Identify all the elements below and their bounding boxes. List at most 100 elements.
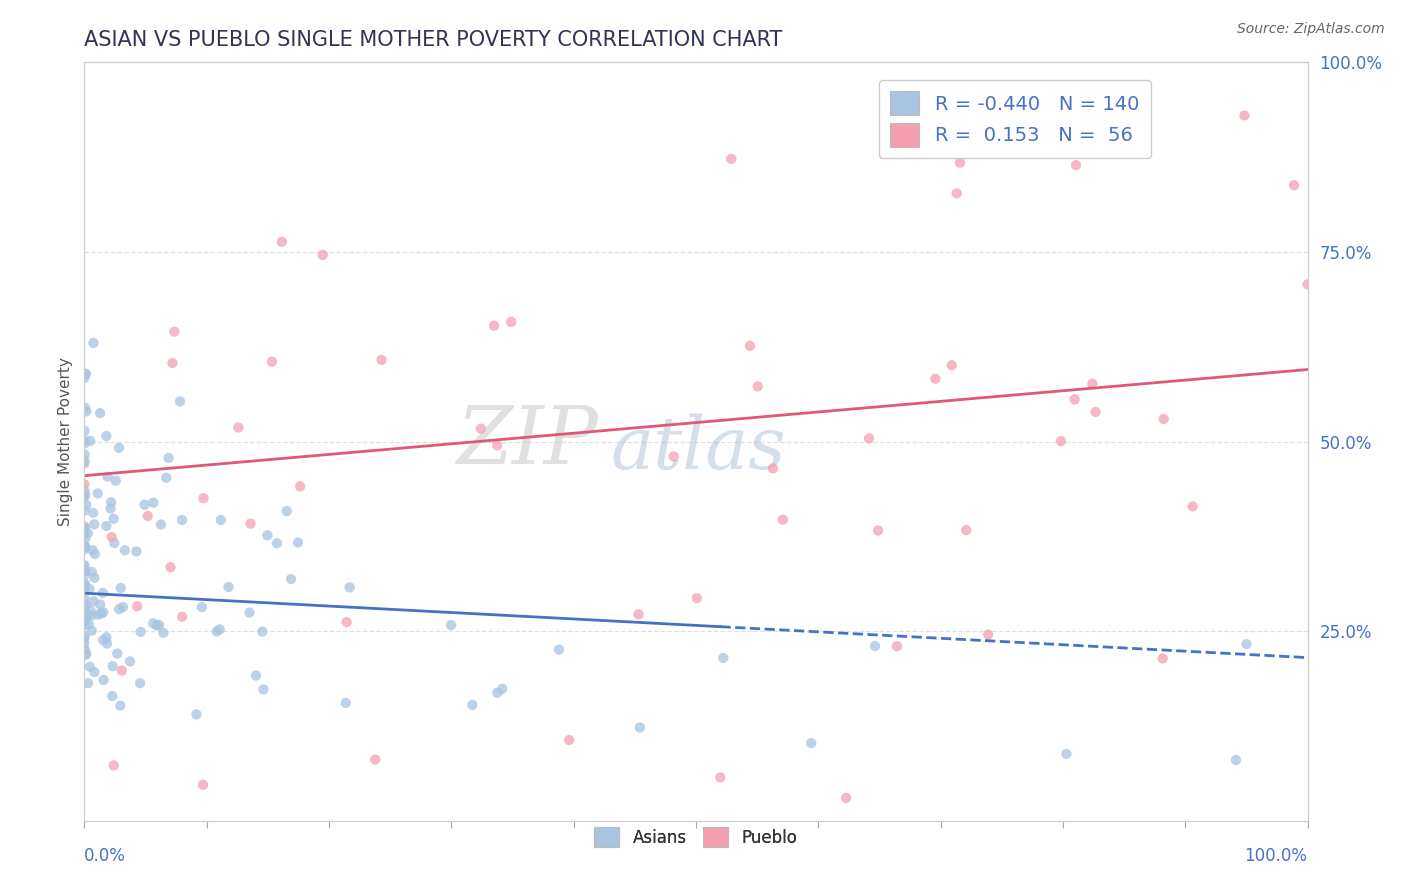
Point bbox=[75, 404, 97, 418]
Text: ZIP: ZIP bbox=[457, 403, 598, 480]
Point bbox=[162, 356, 184, 370]
Point bbox=[79, 660, 101, 674]
Point bbox=[100, 495, 122, 509]
Point bbox=[747, 379, 769, 393]
Point bbox=[335, 696, 357, 710]
Point bbox=[91, 586, 114, 600]
Point bbox=[145, 618, 167, 632]
Point bbox=[77, 676, 100, 690]
Point bbox=[73, 454, 96, 468]
Point bbox=[709, 771, 731, 785]
Point bbox=[75, 564, 97, 578]
Point bbox=[111, 664, 134, 678]
Point bbox=[90, 607, 112, 621]
Point bbox=[83, 517, 105, 532]
Point bbox=[73, 577, 96, 591]
Point bbox=[73, 542, 96, 557]
Point bbox=[136, 508, 159, 523]
Point bbox=[73, 614, 96, 628]
Point bbox=[270, 235, 292, 249]
Point bbox=[82, 335, 104, 350]
Point bbox=[103, 512, 125, 526]
Point bbox=[169, 394, 191, 409]
Point bbox=[93, 673, 115, 687]
Point bbox=[79, 434, 101, 448]
Point bbox=[252, 682, 274, 697]
Point bbox=[73, 600, 96, 615]
Point bbox=[108, 602, 131, 616]
Point bbox=[73, 525, 96, 540]
Point bbox=[1063, 392, 1085, 407]
Point bbox=[73, 436, 96, 450]
Point bbox=[266, 536, 288, 550]
Point bbox=[73, 629, 96, 643]
Point bbox=[558, 733, 581, 747]
Point bbox=[75, 540, 97, 554]
Point bbox=[470, 422, 492, 436]
Text: ASIAN VS PUEBLO SINGLE MOTHER POVERTY CORRELATION CHART: ASIAN VS PUEBLO SINGLE MOTHER POVERTY CO… bbox=[84, 29, 783, 50]
Point bbox=[75, 648, 97, 662]
Point bbox=[77, 617, 100, 632]
Point bbox=[977, 627, 1000, 641]
Point bbox=[105, 647, 128, 661]
Point bbox=[1225, 753, 1247, 767]
Point bbox=[1050, 434, 1073, 449]
Point bbox=[80, 604, 103, 618]
Point bbox=[491, 681, 513, 696]
Point bbox=[1181, 500, 1204, 514]
Point bbox=[83, 571, 105, 585]
Point bbox=[73, 520, 96, 534]
Point bbox=[73, 434, 96, 448]
Point bbox=[157, 450, 180, 465]
Point bbox=[245, 668, 267, 682]
Point bbox=[866, 524, 889, 538]
Point bbox=[75, 367, 97, 381]
Point bbox=[1064, 158, 1087, 172]
Point bbox=[835, 791, 858, 805]
Point bbox=[239, 516, 262, 531]
Point bbox=[101, 689, 124, 703]
Point bbox=[82, 543, 104, 558]
Point bbox=[1153, 412, 1175, 426]
Y-axis label: Single Mother Poverty: Single Mother Poverty bbox=[58, 357, 73, 526]
Point bbox=[86, 486, 108, 500]
Point bbox=[276, 504, 298, 518]
Point bbox=[83, 665, 105, 679]
Point bbox=[738, 339, 761, 353]
Point bbox=[941, 358, 963, 372]
Point bbox=[73, 539, 96, 553]
Point bbox=[73, 564, 96, 578]
Point bbox=[73, 504, 96, 518]
Text: 100.0%: 100.0% bbox=[1244, 847, 1308, 865]
Point bbox=[75, 567, 97, 582]
Point bbox=[252, 624, 274, 639]
Point bbox=[110, 698, 132, 713]
Point bbox=[501, 315, 523, 329]
Point bbox=[193, 491, 215, 506]
Point bbox=[627, 607, 650, 622]
Point bbox=[73, 582, 96, 596]
Point bbox=[73, 618, 96, 632]
Point bbox=[461, 698, 484, 712]
Point bbox=[82, 506, 104, 520]
Point bbox=[73, 539, 96, 553]
Point bbox=[73, 520, 96, 534]
Point bbox=[205, 624, 228, 639]
Point bbox=[134, 498, 156, 512]
Point bbox=[155, 471, 177, 485]
Point bbox=[163, 325, 186, 339]
Point bbox=[149, 517, 172, 532]
Point bbox=[101, 659, 124, 673]
Point bbox=[75, 498, 97, 512]
Point bbox=[280, 572, 302, 586]
Point bbox=[662, 450, 685, 464]
Point bbox=[858, 432, 880, 446]
Point bbox=[103, 758, 125, 772]
Point bbox=[89, 598, 111, 612]
Point bbox=[548, 642, 571, 657]
Point bbox=[772, 512, 794, 526]
Point bbox=[686, 591, 709, 606]
Point bbox=[80, 565, 103, 579]
Point bbox=[924, 372, 946, 386]
Point bbox=[76, 607, 98, 622]
